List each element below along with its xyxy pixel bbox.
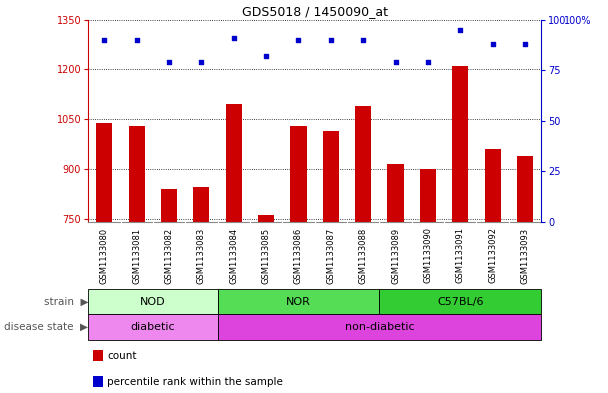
Text: percentile rank within the sample: percentile rank within the sample [107,376,283,387]
Text: GSM1133080: GSM1133080 [100,228,109,283]
Point [488,41,497,47]
Text: GSM1133093: GSM1133093 [520,228,530,283]
Point [455,27,465,33]
Text: GSM1133087: GSM1133087 [326,228,336,284]
Text: GSM1133092: GSM1133092 [488,228,497,283]
Point [358,37,368,43]
Bar [355,106,371,222]
Text: GSM1133090: GSM1133090 [423,228,432,283]
Title: GDS5018 / 1450090_at: GDS5018 / 1450090_at [241,6,388,18]
Point [294,37,303,43]
Text: NOD: NOD [140,297,166,307]
Bar [218,289,379,314]
Text: GSM1133081: GSM1133081 [132,228,141,283]
Text: C57BL/6: C57BL/6 [437,297,483,307]
Text: GSM1133088: GSM1133088 [359,228,368,284]
Point [326,37,336,43]
Bar [485,149,500,222]
Text: GSM1133083: GSM1133083 [197,228,206,284]
Point [100,37,109,43]
Bar [226,104,242,222]
Text: diabetic: diabetic [131,322,175,332]
Text: strain  ▶: strain ▶ [44,297,88,307]
Text: GSM1133084: GSM1133084 [229,228,238,283]
Bar [323,131,339,222]
Text: GSM1133086: GSM1133086 [294,228,303,284]
Bar [218,314,541,340]
Bar [387,164,404,222]
Text: non-diabetic: non-diabetic [345,322,414,332]
Bar [258,215,274,222]
Bar [193,187,210,222]
Text: count: count [107,351,137,361]
Bar [129,126,145,222]
Text: GSM1133085: GSM1133085 [261,228,271,283]
Point [164,59,174,65]
Bar [92,376,103,387]
Bar [88,289,218,314]
Text: disease state  ▶: disease state ▶ [4,322,88,332]
Point [391,59,401,65]
Bar [92,350,103,361]
Point [261,53,271,59]
Point [196,59,206,65]
Bar [291,126,306,222]
Point [229,35,238,41]
Text: GSM1133091: GSM1133091 [456,228,465,283]
Y-axis label: 100%: 100% [564,16,591,26]
Bar [420,169,436,222]
Text: NOR: NOR [286,297,311,307]
Text: GSM1133082: GSM1133082 [165,228,173,283]
Point [132,37,142,43]
Bar [161,189,177,222]
Bar [452,66,468,222]
Bar [517,156,533,222]
Bar [96,123,112,222]
Text: GSM1133089: GSM1133089 [391,228,400,283]
Point [423,59,433,65]
Point [520,41,530,47]
Bar [379,289,541,314]
Bar [88,314,218,340]
